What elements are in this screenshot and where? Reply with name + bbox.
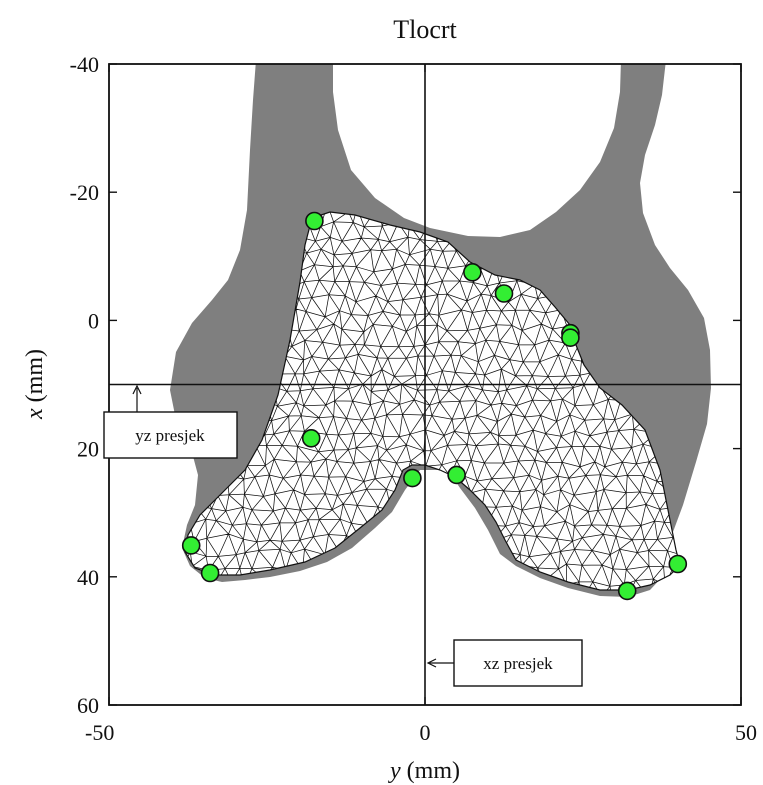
- y-tick-label: 60: [77, 693, 99, 718]
- yz-annotation-arrowhead: [132, 384, 142, 395]
- y-tick-label: -40: [70, 52, 99, 77]
- landmark-point: [494, 284, 514, 303]
- landmark-points: [181, 211, 688, 601]
- y-tick-label: -20: [70, 180, 99, 205]
- y-tick-label: 20: [77, 437, 99, 462]
- xz-annotation-box: [453, 639, 583, 687]
- y-tick-label: 0: [88, 308, 99, 333]
- landmark-point: [301, 428, 321, 448]
- y-axis-ticks: -40 -20 0 20 40 60: [70, 52, 741, 718]
- xz-annotation-arrowhead: [426, 658, 437, 668]
- landmark-point: [463, 262, 482, 282]
- x-tick-label: 0: [420, 720, 431, 745]
- x-tick-label: -50: [85, 720, 114, 745]
- landmark-point: [561, 328, 580, 348]
- xz-annotation-text: xz presjek: [483, 654, 553, 673]
- x-tick-label: 50: [735, 720, 757, 745]
- landmark-point: [181, 536, 201, 555]
- yz-annotation-text: yz presjek: [135, 426, 205, 445]
- landmark-point: [403, 468, 422, 488]
- landmark-point: [617, 581, 637, 601]
- landmark-point: [200, 563, 220, 583]
- y-tick-label: 40: [77, 565, 99, 590]
- y-axis-label: x (mm): [22, 349, 48, 420]
- x-axis-ticks: -50 0 50: [85, 64, 757, 745]
- landmark-point: [447, 465, 466, 485]
- yz-annotation-box: [103, 411, 238, 459]
- landmark-point: [668, 554, 688, 574]
- chart-title: Tlocrt: [393, 15, 457, 44]
- landmark-point: [305, 211, 324, 231]
- x-axis-label: y (mm): [388, 758, 460, 784]
